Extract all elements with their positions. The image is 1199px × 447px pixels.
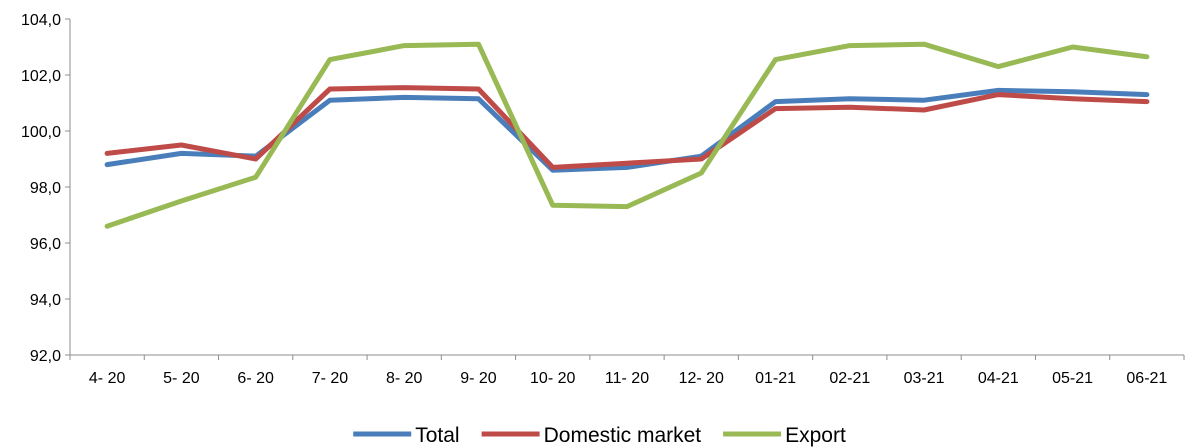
x-tick-label: 11- 20 <box>605 370 649 387</box>
legend-item: Total <box>353 424 460 447</box>
legend-label: Domestic market <box>544 424 702 447</box>
x-tick-label: 06-21 <box>1126 370 1167 387</box>
y-axis: 92,0 94,0 96,0 98,0 100,0 102,0 104,0 <box>21 12 71 365</box>
legend-label: Export <box>785 424 846 447</box>
x-tick-label: 9- 20 <box>460 370 497 387</box>
x-tick-label: 01-21 <box>755 370 796 387</box>
x-tick-label: 12- 20 <box>679 370 724 387</box>
series-line-domestic-market <box>104 85 1150 170</box>
y-tick-label: 96,0 <box>30 236 61 253</box>
legend: Total Domestic market Export <box>353 424 846 447</box>
x-tick-label: 04-21 <box>978 370 1019 387</box>
x-tick-label: 05-21 <box>1052 370 1093 387</box>
y-tick-label: 98,0 <box>30 180 61 197</box>
y-tick-label: 102,0 <box>21 68 61 85</box>
x-tick-label: 6- 20 <box>237 370 274 387</box>
y-tick-label: 92,0 <box>30 348 61 365</box>
x-tick-label: 10- 20 <box>530 370 575 387</box>
series-line-export <box>104 41 1150 229</box>
x-tick-label: 5- 20 <box>163 370 200 387</box>
series-lines <box>104 41 1150 229</box>
x-tick-label: 4- 20 <box>89 370 126 387</box>
series-line-total <box>104 87 1150 173</box>
x-tick-label: 8- 20 <box>386 370 423 387</box>
y-tick-label: 94,0 <box>30 292 61 309</box>
legend-label: Total <box>415 424 459 447</box>
x-tick-label: 03-21 <box>904 370 945 387</box>
y-tick-label: 104,0 <box>21 12 61 29</box>
x-axis: 4- 20 5- 20 6- 20 7- 20 8- 20 9- 20 10- 20 11- … <box>69 354 1185 387</box>
x-tick-label: 7- 20 <box>312 370 349 387</box>
y-tick-label: 100,0 <box>21 124 61 141</box>
x-tick-label: 02-21 <box>829 370 870 387</box>
legend-item: Domestic market <box>481 424 702 447</box>
legend-item: Export <box>723 424 846 447</box>
